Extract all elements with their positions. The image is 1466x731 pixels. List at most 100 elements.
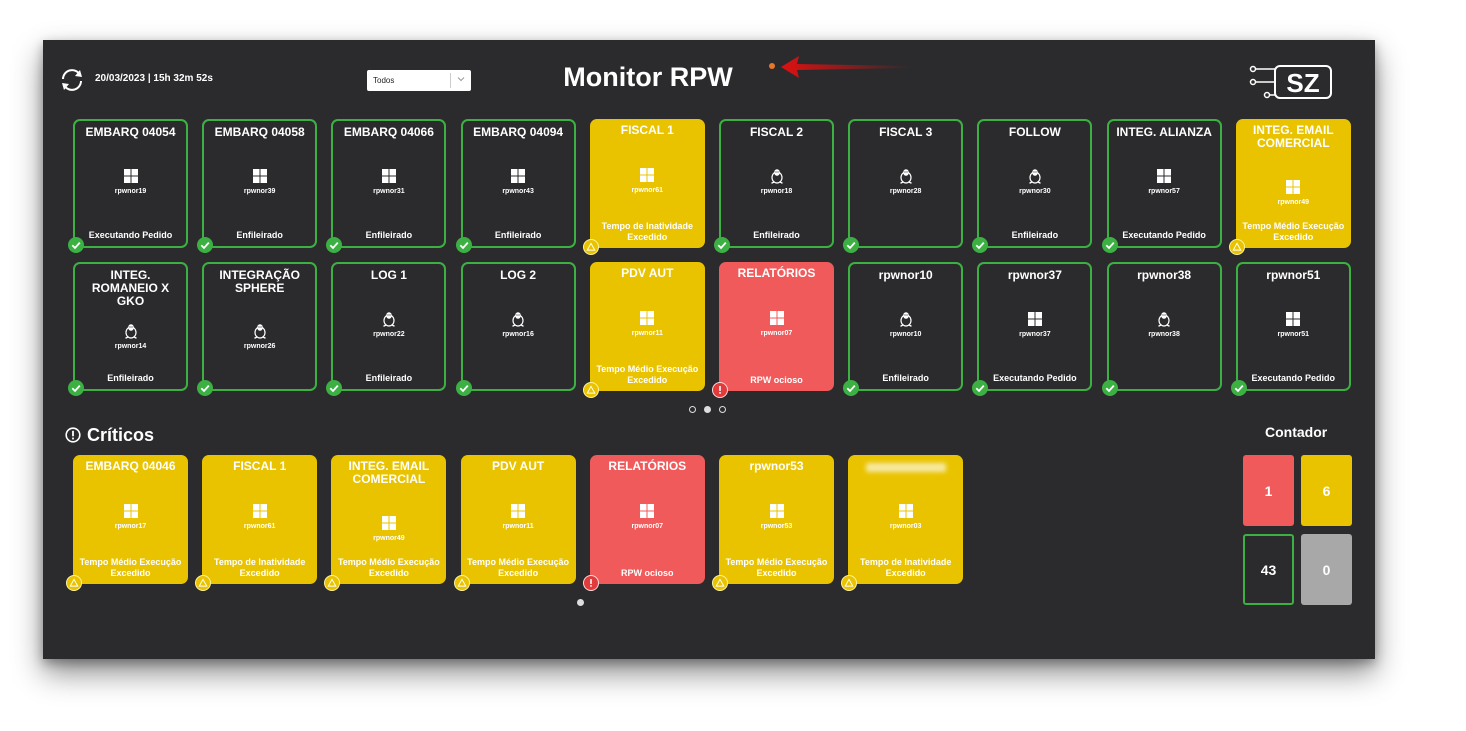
tile-name: PDV AUT	[491, 459, 545, 473]
tile-name: EMBARQ 04094	[473, 125, 564, 139]
rpw-tile[interactable]: FISCAL 1 rpwnor61 Tempo de Inatividade Exc…	[195, 455, 318, 591]
rpw-tile[interactable]: FOLLOW rpwnor30 Enfileirado	[972, 119, 1093, 253]
windows-icon	[1285, 179, 1301, 195]
notification-dot[interactable]	[769, 63, 775, 69]
tile-hostname: rpwnor61	[631, 187, 664, 194]
tile-hostname: rpwnor30	[1019, 188, 1051, 195]
rpw-tile[interactable]: rpwnor10 rpwnor10 Enfileirado	[843, 262, 964, 396]
tile-name	[851, 460, 960, 475]
pager-dot[interactable]	[719, 406, 726, 413]
linux-icon	[1027, 168, 1043, 184]
refresh-icon[interactable]	[58, 66, 86, 94]
check-icon	[1101, 237, 1118, 253]
filter-select-value: Todos	[373, 76, 395, 85]
rpw-tile[interactable]: rpwnor03 Tempo de Inatividade Excedido	[841, 455, 964, 591]
check-icon	[455, 380, 472, 396]
rpw-tile[interactable]: RELATÓRIOS rpwnor07 RPW ocioso	[712, 262, 834, 398]
tile-name: INTEG. ALIANZA	[1116, 125, 1212, 139]
rpw-tile[interactable]: LOG 1 rpwnor22 Enfileirado	[326, 262, 447, 396]
windows-icon	[252, 503, 268, 519]
rpw-tile[interactable]: EMBARQ 04094 rpwnor43 Enfileirado	[455, 119, 576, 253]
tile-hostname: rpwnor03	[889, 523, 922, 530]
rpw-tile[interactable]: INTEG. ALIANZA rpwnor57 Executando Pedido	[1101, 119, 1222, 253]
criticos-heading: Críticos	[65, 425, 154, 446]
rpw-tile[interactable]: EMBARQ 04046 rpwnor17 Tempo Médio Execução…	[66, 455, 188, 591]
tile-name: FISCAL 1	[233, 459, 287, 473]
rpw-tile[interactable]: FISCAL 1 rpwnor61 Tempo de Inatividade Exc…	[582, 119, 705, 255]
pager-criticos	[577, 598, 587, 608]
check-icon	[1230, 380, 1247, 396]
monitor-screen: 20/03/2023 | 15h 32m 52s Todos Monitor R…	[43, 40, 1375, 659]
tile-name: rpwnor38	[1137, 268, 1192, 282]
tile-name: rpwnor53	[749, 459, 804, 473]
windows-icon	[639, 503, 655, 519]
rpw-tile[interactable]: PDV AUT rpwnor11 Tempo Médio Execução Exce…	[453, 455, 576, 591]
tile-status: Enfileirado	[882, 373, 929, 383]
pager-dot[interactable]	[577, 599, 584, 606]
counter-error[interactable]: 1	[1243, 455, 1294, 526]
tile-status: Tempo Médio Execução Excedido	[1242, 221, 1345, 242]
filter-select[interactable]: Todos	[367, 70, 471, 91]
rpw-tile[interactable]: rpwnor38 rpwnor38	[1101, 262, 1222, 396]
rpw-tile[interactable]: INTEG. ROMANEIO X GKO rpwnor14 Enfileirado	[68, 262, 188, 396]
rpw-tile[interactable]: FISCAL 2 rpwnor18 Enfileirado	[714, 119, 834, 253]
tile-hostname: rpwnor10	[889, 331, 922, 338]
rpw-tile[interactable]: RELATÓRIOS rpwnor07 RPW ocioso	[582, 455, 705, 591]
tile-status: Executando Pedido	[1122, 230, 1206, 240]
windows-icon	[639, 167, 655, 183]
windows-icon	[1156, 168, 1172, 184]
tile-status: Enfileirado	[107, 373, 154, 383]
tile-status: Tempo Médio Execução Excedido	[79, 557, 182, 578]
rpw-tile[interactable]: EMBARQ 04066 rpwnor31 Enfileirado	[326, 119, 447, 253]
tile-hostname: rpwnor51	[1277, 331, 1310, 338]
pager-dot[interactable]	[704, 406, 711, 413]
check-icon	[1101, 380, 1118, 396]
warning-icon	[582, 382, 599, 398]
error-icon	[582, 575, 599, 591]
rpw-tile[interactable]: rpwnor53 rpwnor53 Tempo Médio Execução Exc…	[712, 455, 834, 591]
pager-dot[interactable]	[689, 406, 696, 413]
tile-name: LOG 1	[370, 268, 407, 282]
counter-inactive[interactable]: 0	[1301, 534, 1352, 605]
rpw-tile[interactable]: EMBARQ 04054 rpwnor19 Executando Pedido	[68, 119, 188, 253]
check-icon	[972, 380, 989, 396]
tile-status: Enfileirado	[753, 230, 800, 240]
windows-icon	[769, 503, 785, 519]
rpw-tile[interactable]: INTEGRAÇÃO SPHERE rpwnor26	[197, 262, 318, 396]
counter-ok[interactable]: 43	[1243, 534, 1294, 605]
check-icon	[326, 237, 343, 253]
counter-warning[interactable]: 6	[1301, 455, 1352, 526]
tile-status: Enfileirado	[1011, 230, 1059, 240]
rpw-tile[interactable]: rpwnor37 rpwnor37 Executando Pedido	[972, 262, 1093, 396]
tile-status: Tempo de Inatividade Excedido	[860, 557, 952, 578]
tile-name: FISCAL 1	[620, 123, 674, 137]
tile-name: FISCAL 2	[749, 125, 804, 139]
check-icon	[197, 237, 214, 253]
check-icon	[714, 237, 730, 253]
rpw-tile[interactable]: FISCAL 3 rpwnor28	[843, 119, 964, 253]
tile-hostname: rpwnor11	[502, 523, 534, 530]
tile-name: rpwnor51	[1266, 268, 1321, 282]
rpw-tile[interactable]: rpwnor51 rpwnor51 Executando Pedido	[1230, 262, 1351, 396]
check-icon	[68, 237, 84, 253]
tile-hostname: rpwnor39	[243, 188, 276, 195]
rpw-tile[interactable]: LOG 2 rpwnor16	[455, 262, 576, 396]
tile-hostname: rpwnor28	[889, 188, 922, 195]
check-icon	[326, 380, 343, 396]
tile-status: RPW ocioso	[621, 568, 674, 578]
tile-hostname: rpwnor43	[502, 188, 534, 195]
windows-icon	[769, 310, 785, 326]
rpw-tile[interactable]: EMBARQ 04058 rpwnor39 Enfileirado	[197, 119, 318, 253]
tile-status: Tempo Médio Execução Excedido	[596, 364, 699, 385]
tile-name: EMBARQ 04054	[85, 125, 176, 139]
tile-name: INTEGRAÇÃO SPHERE	[219, 268, 301, 295]
error-icon	[712, 382, 728, 398]
linux-icon	[510, 311, 526, 327]
check-icon	[843, 380, 860, 396]
rpw-tile[interactable]: PDV AUT rpwnor11 Tempo Médio Execução Exce…	[582, 262, 705, 398]
rpw-tile[interactable]: INTEG. EMAIL COMERCIAL rpwnor49 Tempo Médi…	[1228, 119, 1351, 255]
alert-circle-icon	[65, 427, 81, 443]
warning-icon	[841, 575, 858, 591]
tile-hostname: rpwnor19	[114, 188, 147, 195]
rpw-tile[interactable]: INTEG. EMAIL COMERCIAL rpwnor49 Tempo Médi…	[324, 455, 447, 591]
